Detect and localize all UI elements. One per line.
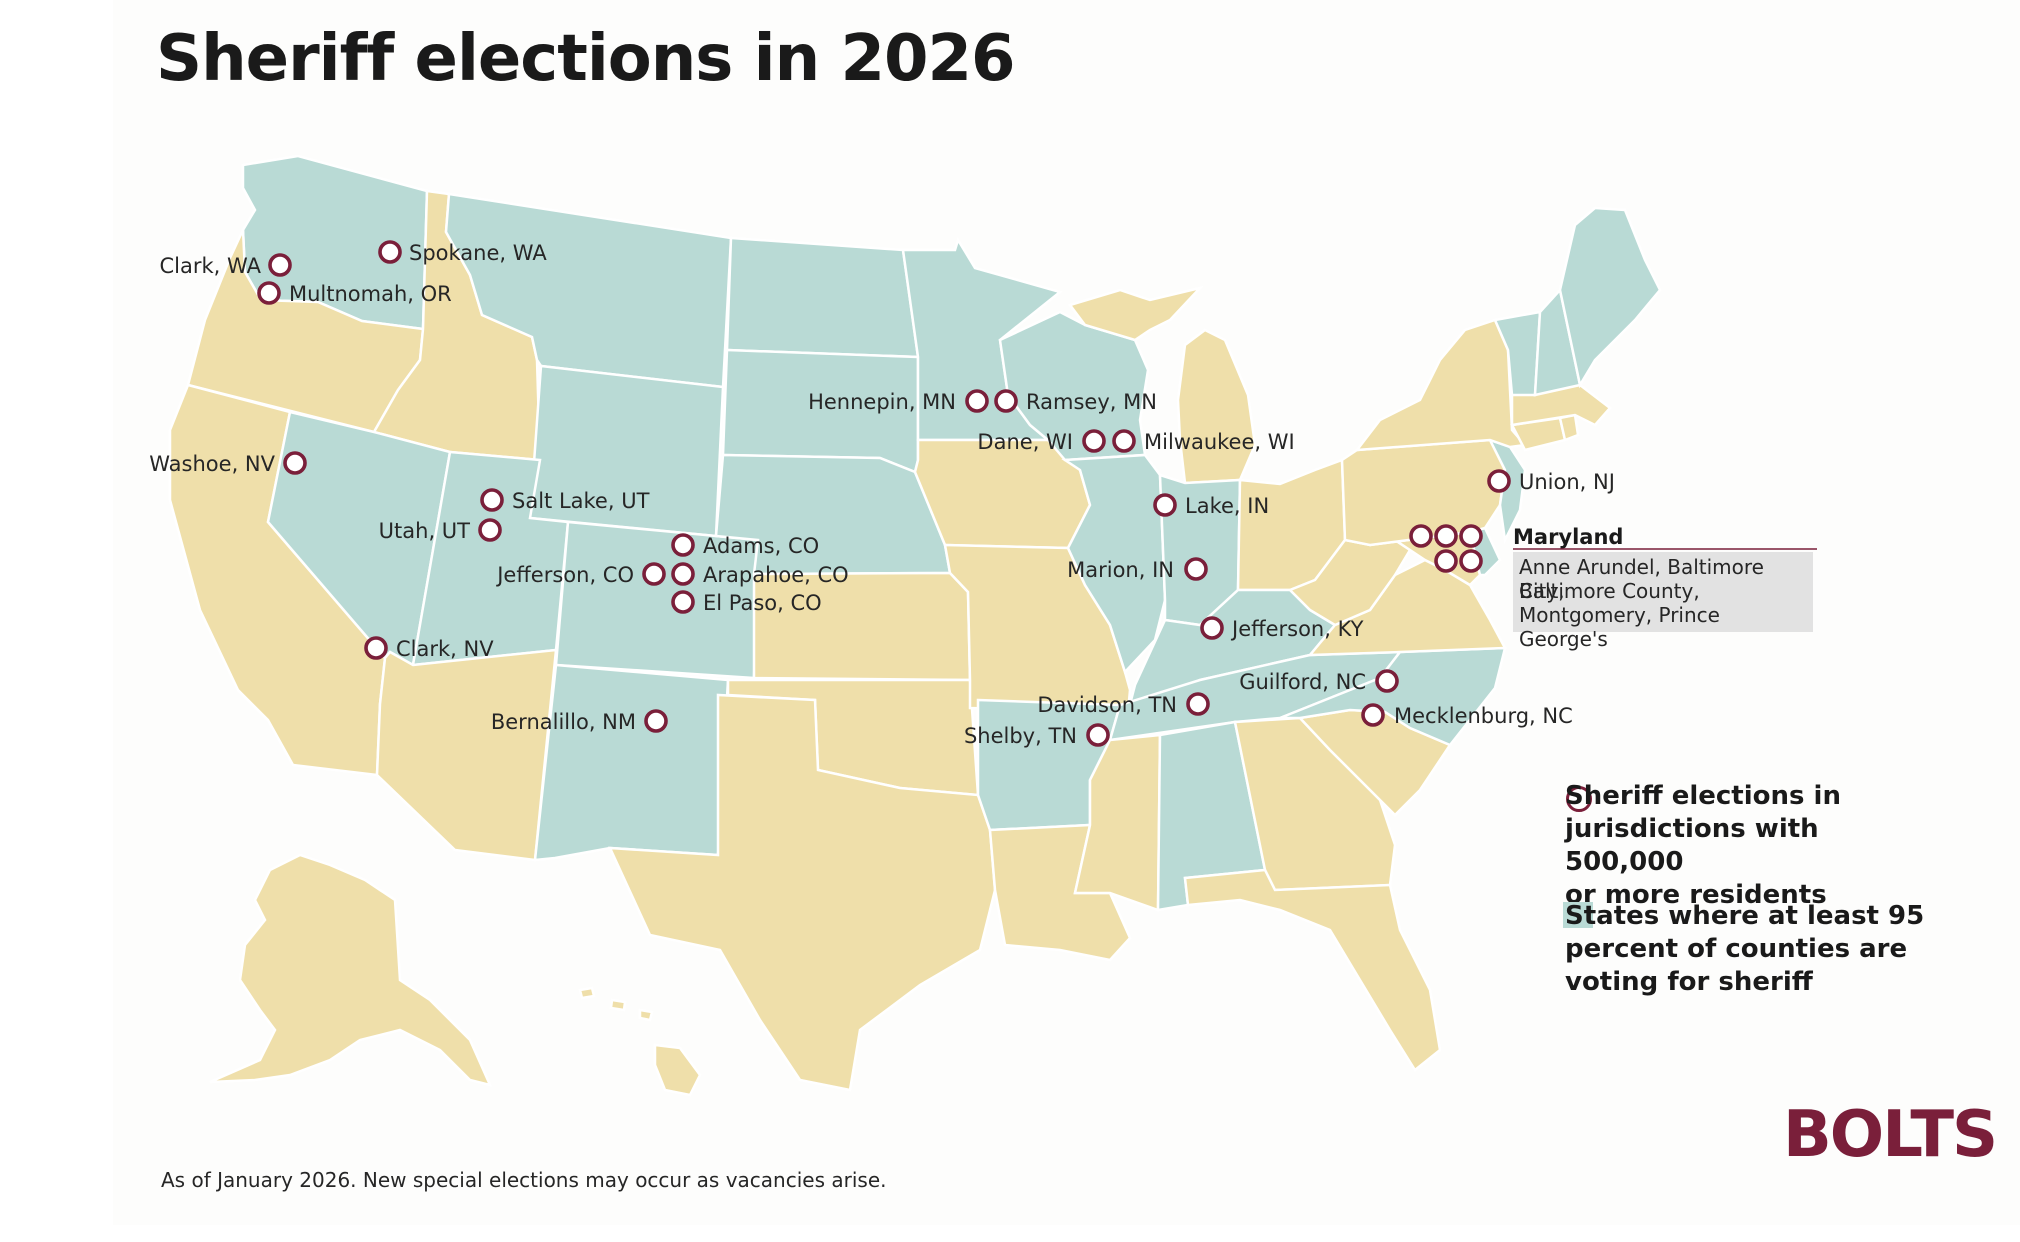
marker-washoe-nv[interactable] [283,451,307,475]
label-davidson-tn: Davidson, TN [1037,693,1177,717]
marker-jefferson-co[interactable] [642,562,666,586]
marker-maryland-5[interactable] [1459,549,1483,573]
maryland-counties-line1: Anne Arundel, Baltimore City, [1519,555,1764,603]
marker-marion-in[interactable] [1184,557,1208,581]
label-jefferson-ky: Jefferson, KY [1230,617,1364,641]
state-michigan [1067,285,1257,485]
map-title: Sheriff elections in 2026 [156,22,1016,96]
bolts-logo: BOLTS [1783,1098,1998,1172]
marker-adams-co[interactable] [671,533,695,557]
marker-maryland-1[interactable] [1409,524,1433,548]
label-washoe-nv: Washoe, NV [149,452,275,476]
marker-union-nj[interactable] [1487,469,1511,493]
state-kansas [752,571,972,682]
legend-marker-icon [1566,786,1592,812]
marker-multnomah-or[interactable] [257,281,281,305]
maryland-counties-line3: Montgomery, Prince George's [1519,603,1720,651]
state-new-york [1354,318,1528,452]
marker-hennepin-mn[interactable] [965,389,989,413]
label-guilford-nc: Guilford, NC [1239,670,1366,694]
label-jefferson-co: Jefferson, CO [495,563,634,587]
label-union-nj: Union, NJ [1519,470,1615,494]
state-wisconsin [998,310,1150,462]
marker-salt-lake-ut[interactable] [480,488,504,512]
state-florida [1183,868,1442,1072]
label-lake-in: Lake, IN [1185,494,1269,518]
label-utah-ut: Utah, UT [379,519,471,543]
label-clark-wa: Clark, WA [160,254,262,278]
marker-bernalillo-nm[interactable] [644,709,668,733]
label-multnomah-or: Multnomah, OR [289,282,452,306]
label-clark-nv: Clark, NV [396,637,494,661]
marker-jefferson-ky[interactable] [1200,616,1224,640]
label-spokane-wa: Spokane, WA [409,241,547,265]
state-maine [1558,206,1662,389]
marker-utah-ut[interactable] [478,518,502,542]
marker-dane-wi[interactable] [1082,429,1106,453]
legend-markers-line3: or more residents [1565,880,1827,910]
marker-el-paso-co[interactable] [671,590,695,614]
legend-states-line1: States where at least 95 [1565,901,1925,931]
label-shelby-tn: Shelby, TN [964,724,1077,748]
label-bernalillo-nm: Bernalillo, NM [491,710,636,734]
maryland-counties-box: Anne Arundel, Baltimore City, Baltimore … [1513,552,1813,651]
label-arapahoe-co: Arapahoe, CO [703,563,849,587]
legend-states-line3: voting for sheriff [1565,967,1813,997]
label-dane-wi: Dane, WI [977,430,1073,454]
marker-maryland-2[interactable] [1434,524,1458,548]
legend-states-text: States where at least 95 percent of coun… [1565,900,1945,999]
legend-markers-text: Sheriff elections in jurisdictions with … [1565,780,1945,912]
marker-spokane-wa[interactable] [378,240,402,264]
state-north-dakota [725,236,920,359]
marker-guilford-nc[interactable] [1375,669,1399,693]
marker-davidson-tn[interactable] [1186,692,1210,716]
marker-mecklenburg-nc[interactable] [1361,703,1385,727]
state-arizona [375,648,558,862]
label-mecklenburg-nc: Mecklenburg, NC [1394,704,1573,728]
state-texas [607,693,997,1092]
marker-clark-wa[interactable] [268,253,292,277]
label-hennepin-mn: Hennepin, MN [808,390,956,414]
marker-shelby-tn[interactable] [1086,723,1110,747]
marker-milwaukee-wi[interactable] [1112,429,1136,453]
label-adams-co: Adams, CO [703,534,819,558]
state-hawaii [578,986,702,1097]
label-ramsey-mn: Ramsey, MN [1026,390,1157,414]
legend-markers-line1: Sheriff elections in [1565,781,1841,811]
legend-state-swatch [1563,902,1593,928]
marker-clark-nv[interactable] [364,636,388,660]
maryland-counties-line2: Baltimore County, [1519,579,1700,603]
legend-markers-line2: jurisdictions with 500,000 [1565,814,1819,877]
footnote: As of January 2026. New special election… [161,1168,887,1192]
legend-states-line2: percent of counties are [1565,934,1908,964]
state-vermont [1493,310,1542,397]
state-new-mexico [533,663,730,862]
label-el-paso-co: El Paso, CO [703,591,822,615]
label-maryland: Maryland [1513,525,1623,549]
label-marion-in: Marion, IN [1067,558,1174,582]
marker-maryland-4[interactable] [1434,549,1458,573]
state-montana [444,192,733,389]
marker-arapahoe-co[interactable] [671,562,695,586]
state-north-carolina [1279,646,1507,747]
label-salt-lake-ut: Salt Lake, UT [512,489,650,513]
marker-lake-in[interactable] [1153,493,1177,517]
state-illinois [1061,453,1167,675]
label-milwaukee-wi: Milwaukee, WI [1144,430,1295,454]
state-alaska [209,853,493,1087]
marker-maryland-3[interactable] [1459,524,1483,548]
marker-ramsey-mn[interactable] [994,389,1018,413]
